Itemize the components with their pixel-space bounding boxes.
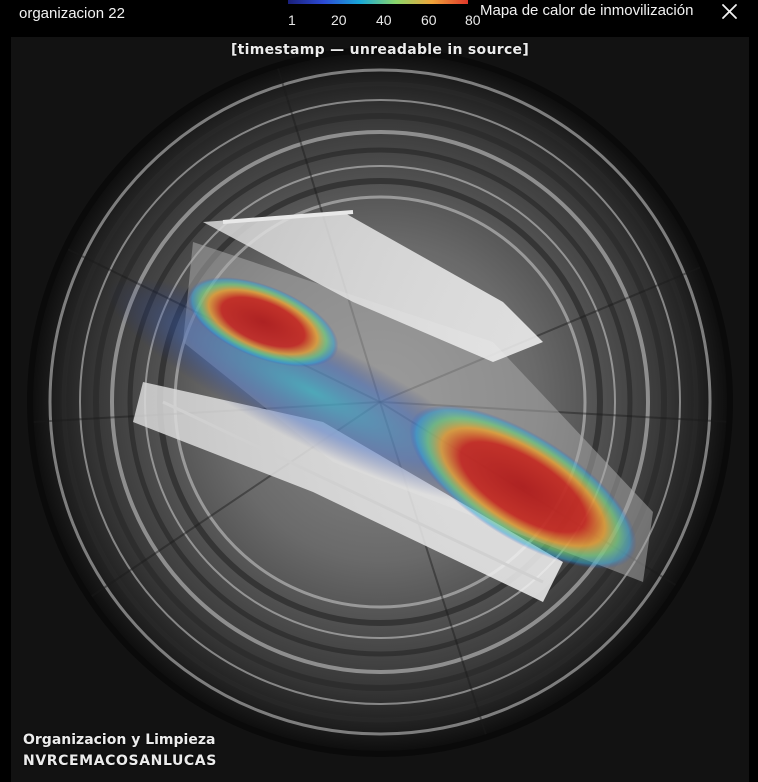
legend-tick: 1 — [288, 12, 296, 28]
legend-tick: 60 — [421, 12, 437, 28]
panel-title: Mapa de calor de inmovilización — [480, 2, 694, 19]
close-icon — [722, 4, 737, 19]
close-button[interactable] — [716, 0, 742, 26]
camera-feed: [timestamp — unreadable in source] Organ… — [11, 37, 749, 782]
organization-name: organizacion 22 — [19, 5, 125, 22]
panel-header: organizacion 22 1 20 40 60 80 Mapa de ca… — [0, 0, 758, 36]
fisheye-store-image — [27, 47, 733, 757]
heatmap-color-scale — [288, 0, 468, 4]
camera-timestamp: [timestamp — unreadable in source] — [230, 42, 530, 58]
legend-tick: 80 — [465, 12, 481, 28]
camera-name-label: NVRCEMACOSANLUCAS — [23, 753, 217, 769]
legend-tick: 20 — [331, 12, 347, 28]
heatmap-legend: 1 20 40 60 80 — [288, 0, 481, 30]
camera-overlay-label: Organizacion y Limpieza — [23, 732, 216, 748]
legend-tick: 40 — [376, 12, 392, 28]
